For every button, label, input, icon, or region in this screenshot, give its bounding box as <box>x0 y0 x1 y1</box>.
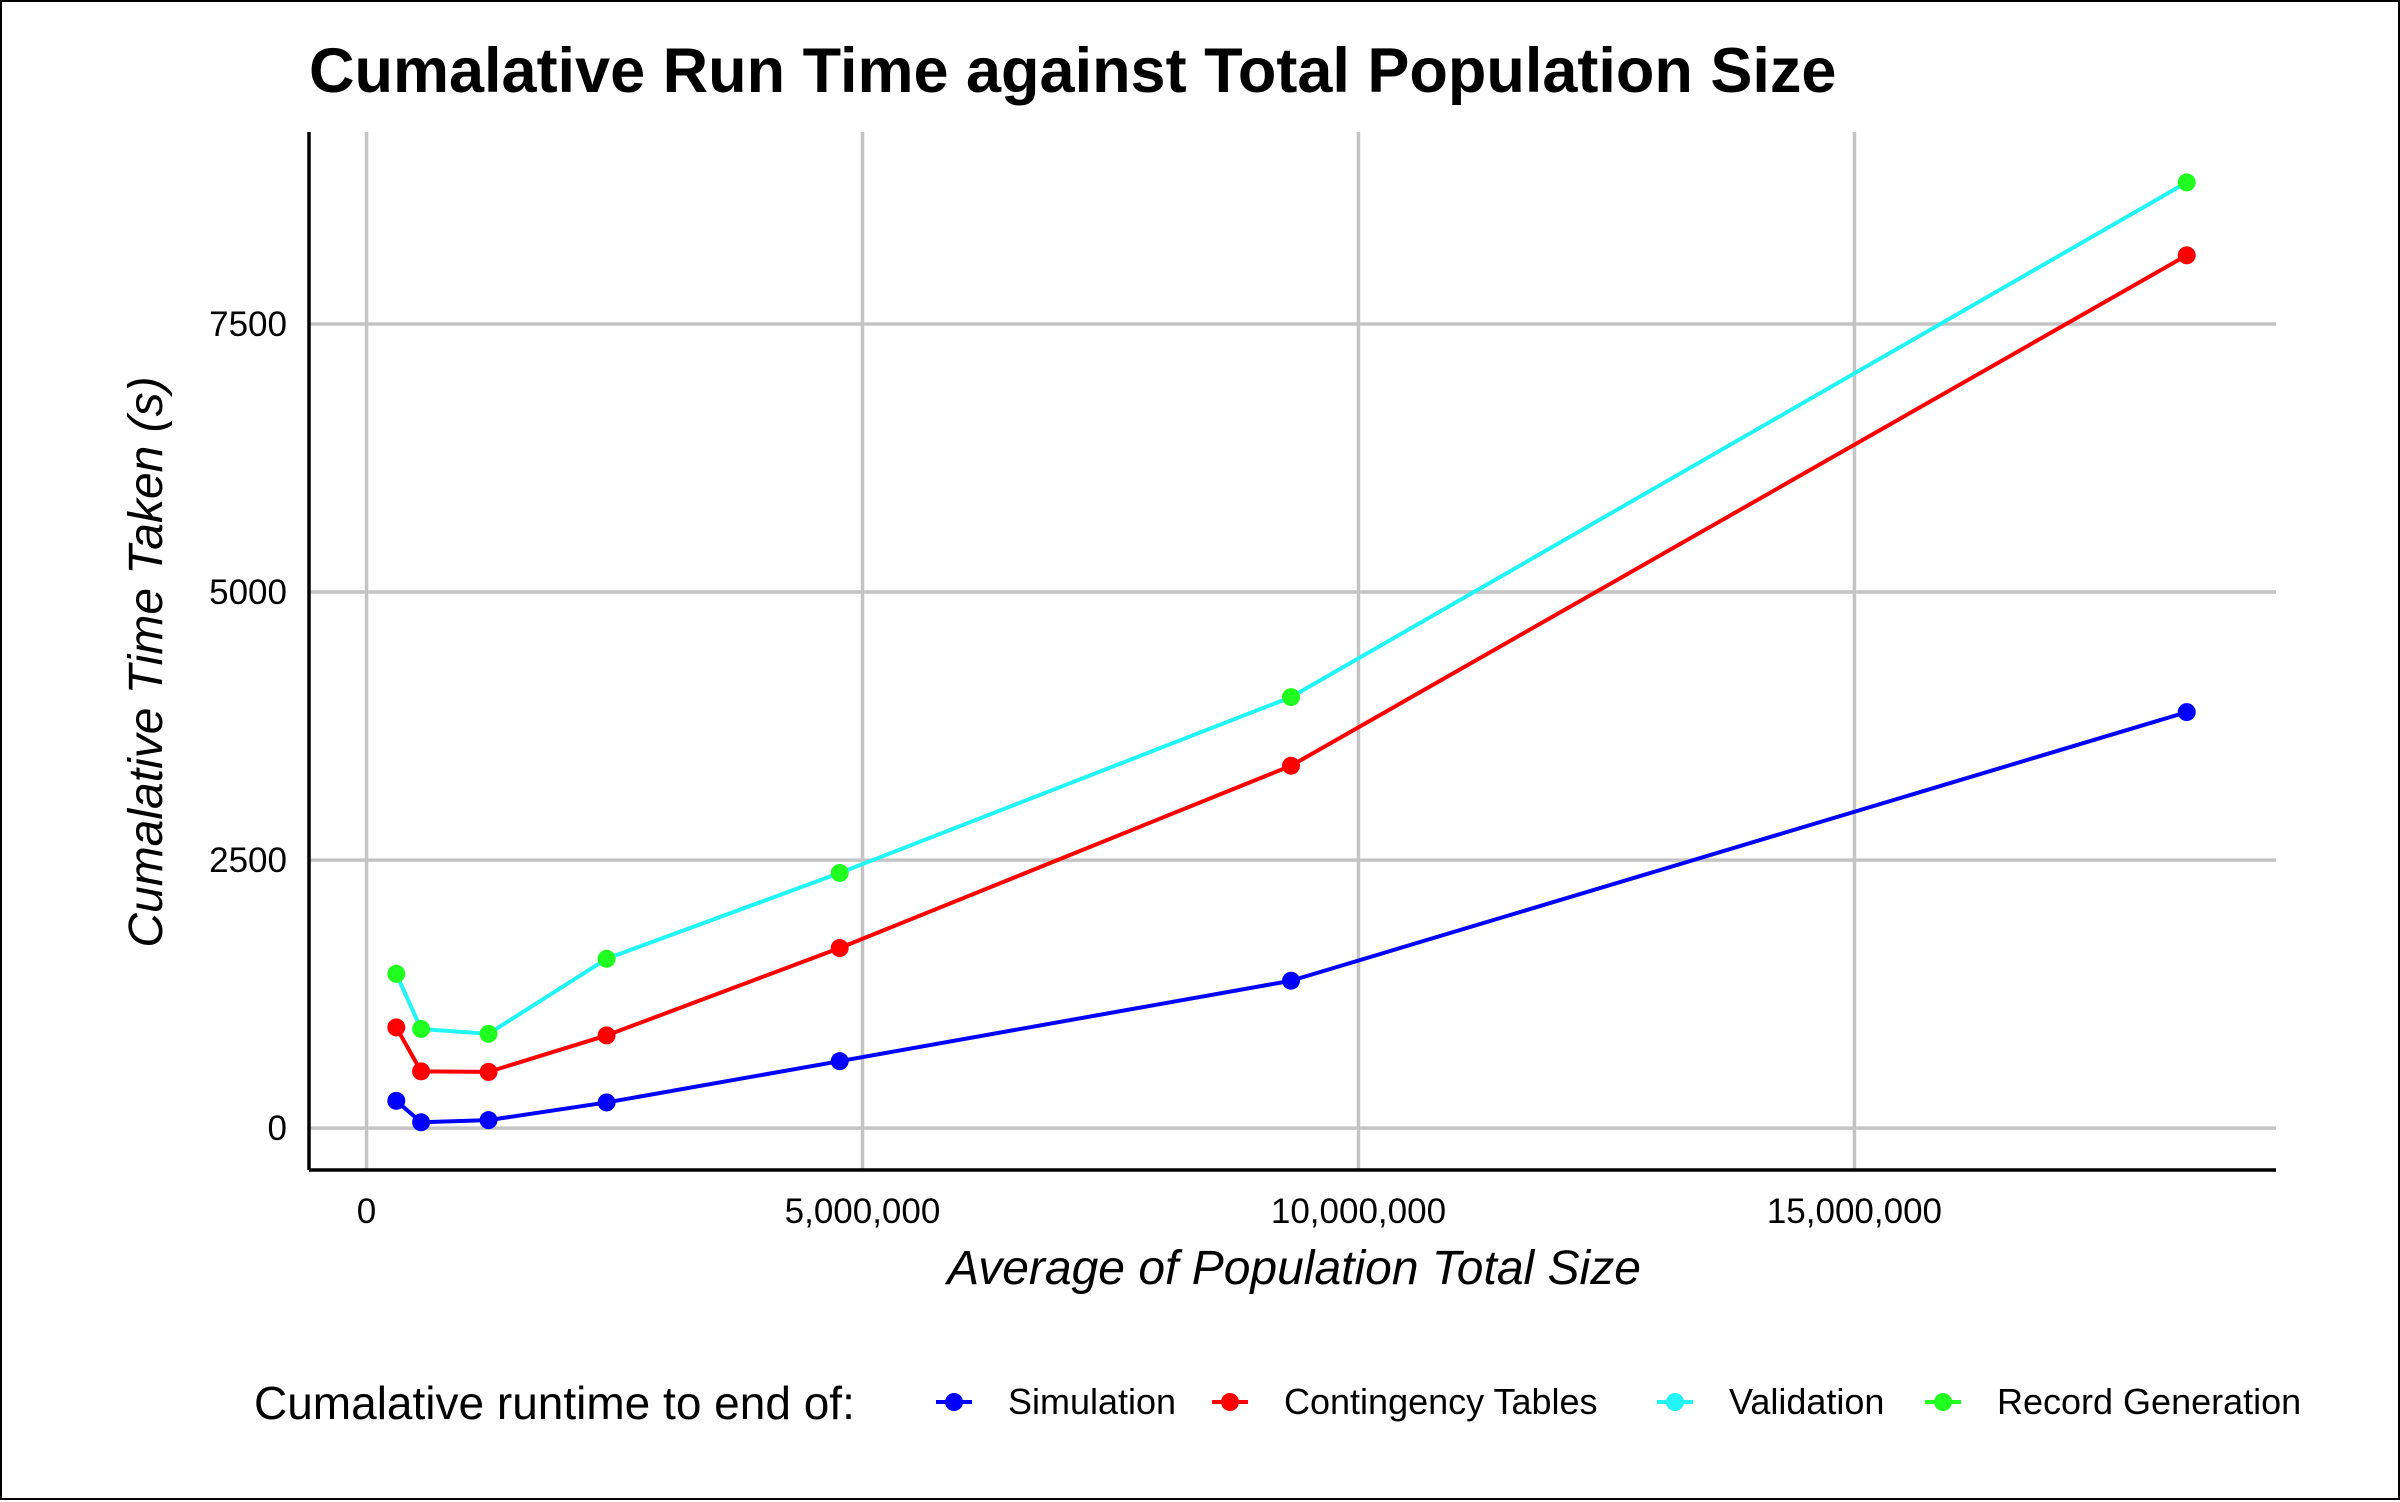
simulation-point <box>597 1093 616 1112</box>
contingency-tables-line <box>394 253 2188 1074</box>
validation-line <box>394 180 2188 1036</box>
contingency-tables-point <box>412 1062 431 1081</box>
y-tick-label: 7500 <box>209 305 287 344</box>
simulation-point <box>387 1091 406 1110</box>
contingency-tables-point <box>597 1026 616 1045</box>
legend-key-marker <box>1934 1393 1952 1411</box>
y-tick-label: 0 <box>268 1109 287 1148</box>
legend-item-record-generation: Record Generation <box>1925 1381 2301 1422</box>
grid-layer <box>309 132 2276 1170</box>
x-tick-label: 0 <box>357 1192 376 1231</box>
legend: Cumalative runtime to end of: Simulation… <box>254 1377 2301 1429</box>
contingency-tables-point <box>479 1062 498 1081</box>
legend-key-marker <box>1221 1393 1239 1411</box>
legend-key-marker <box>1666 1393 1684 1411</box>
legend-item-simulation: Simulation <box>936 1381 1176 1422</box>
simulation-point <box>2177 703 2196 722</box>
series-layer <box>387 173 2196 1132</box>
legend-label: Contingency Tables <box>1284 1381 1598 1422</box>
x-tick-label: 15,000,000 <box>1767 1192 1942 1231</box>
simulation-point <box>412 1113 431 1132</box>
legend-label: Validation <box>1729 1381 1884 1422</box>
record-generation-point <box>2177 173 2196 192</box>
record-generation-point <box>479 1024 498 1043</box>
record-generation-point <box>1282 688 1301 707</box>
legend-label: Record Generation <box>1997 1381 2301 1422</box>
contingency-tables-point <box>2177 246 2196 265</box>
simulation-point <box>479 1111 498 1130</box>
y-tick-label: 5000 <box>209 573 287 612</box>
simulation-point <box>830 1052 849 1071</box>
y-axis-title: Cumalative Time Taken (s) <box>120 376 173 947</box>
contingency-tables-point <box>387 1018 406 1037</box>
legend-title: Cumalative runtime to end of: <box>254 1377 855 1429</box>
y-tick-label: 2500 <box>209 841 287 880</box>
simulation-point <box>1282 971 1301 990</box>
legend-item-validation: Validation <box>1657 1381 1884 1422</box>
legend-key-marker <box>945 1393 963 1411</box>
record-generation-point <box>387 964 406 983</box>
x-tick-label: 10,000,000 <box>1271 1192 1446 1231</box>
x-tick-label: 5,000,000 <box>785 1192 941 1231</box>
axes-layer: 0 5,000,000 10,000,000 15,000,000 0 2500 5000 7… <box>209 132 2276 1231</box>
record-generation-point <box>830 863 849 882</box>
contingency-tables-point <box>1282 756 1301 775</box>
legend-item-contingency-tables: Contingency Tables <box>1212 1381 1598 1422</box>
record-generation-point <box>597 949 616 968</box>
contingency-tables-point <box>830 939 849 958</box>
legend-label: Simulation <box>1008 1381 1176 1422</box>
chart-title: Cumalative Run Time against Total Popula… <box>309 36 1836 106</box>
x-axis-title: Average of Population Total Size <box>944 1242 1641 1295</box>
record-generation-point <box>412 1019 431 1038</box>
